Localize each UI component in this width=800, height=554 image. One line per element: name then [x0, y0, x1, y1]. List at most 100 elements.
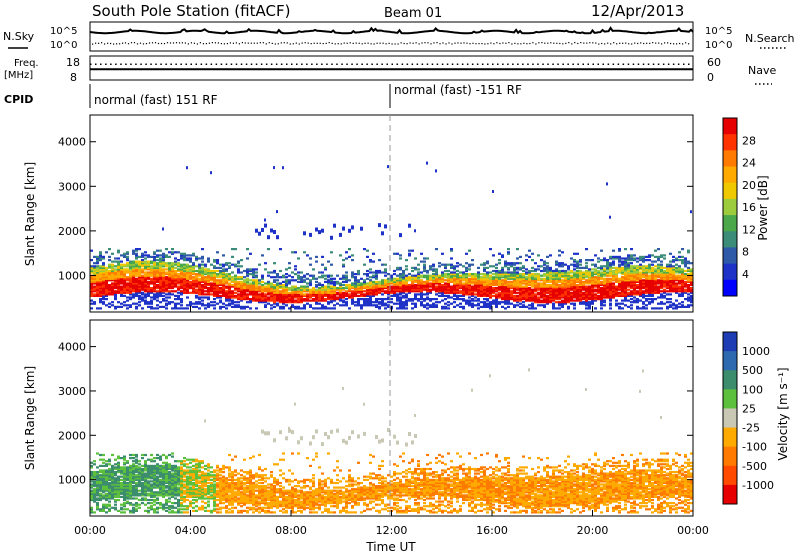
- heat-cell: [369, 288, 372, 291]
- heat-cell: [159, 266, 162, 269]
- heat-cell: [414, 287, 417, 290]
- heat-cell: [360, 285, 363, 288]
- heat-cell: [465, 268, 468, 271]
- heat-cell: [621, 283, 624, 287]
- nsearch-point: [658, 42, 660, 44]
- heat-cell: [240, 298, 243, 301]
- heat-cell: [678, 277, 681, 280]
- heat-cell: [432, 285, 435, 288]
- nave-point: [476, 63, 479, 65]
- heat-cell: [99, 274, 102, 277]
- heat-cell: [99, 478, 102, 481]
- heat-cell: [258, 263, 261, 266]
- heat-cell: [411, 283, 414, 287]
- heat-cell: [111, 475, 114, 478]
- heat-cell: [477, 293, 480, 296]
- heat-cell: [426, 274, 429, 277]
- heat-cell: [174, 285, 177, 288]
- heat-cell: [393, 273, 396, 276]
- heat-cell: [669, 293, 672, 296]
- heat-cell: [576, 298, 579, 301]
- heat-cell: [384, 285, 387, 288]
- heat-cell: [297, 271, 300, 274]
- heat-cell: [651, 287, 654, 290]
- nsearch-point: [358, 42, 360, 44]
- nave-point: [100, 63, 102, 65]
- power-ytick-label-0: 1000: [58, 269, 86, 282]
- heat-cell: [363, 290, 366, 293]
- heat-cell: [615, 273, 618, 276]
- heat-cell: [264, 305, 267, 308]
- heat-cell: [297, 301, 300, 304]
- heat-cell: [297, 276, 300, 279]
- heat-cell: [186, 276, 189, 279]
- heat-cell: [138, 248, 141, 251]
- heat-cell: [99, 293, 102, 296]
- heat-cell: [180, 307, 183, 310]
- heat-cell: [105, 498, 108, 502]
- station-title: South Pole Station (fitACF): [92, 2, 290, 20]
- heat-cell: [285, 282, 288, 285]
- heat-cell: [162, 280, 165, 283]
- nsearch-point: [319, 42, 321, 44]
- heat-cell: [375, 285, 378, 288]
- heat-cell: [408, 291, 411, 294]
- heat-cell: [204, 307, 207, 310]
- heat-cell: [342, 293, 345, 296]
- heat-cell: [369, 291, 372, 294]
- heat-cell: [648, 259, 651, 262]
- heat-cell: [489, 304, 492, 307]
- heat-cell: [489, 283, 492, 287]
- heat-cell: [441, 287, 444, 290]
- heat-cell: [252, 287, 255, 290]
- heat-cell: [540, 304, 543, 307]
- heat-cell: [690, 296, 693, 299]
- heat-cell: [321, 304, 324, 307]
- heat-cell: [528, 304, 531, 307]
- heat-cell: [399, 287, 402, 290]
- heat-cell: [501, 274, 504, 277]
- heat-cell: [588, 279, 591, 282]
- heat-cell: [135, 260, 138, 263]
- heat-cell: [450, 277, 453, 280]
- heat-cell: [120, 263, 123, 266]
- heat-cell: [363, 293, 366, 296]
- heat-cell: [300, 294, 303, 297]
- heat-cell: [105, 268, 108, 271]
- heat-cell: [600, 298, 603, 301]
- heat-cell: [495, 287, 498, 290]
- heat-cell: [672, 259, 675, 262]
- heat-cell: [162, 252, 165, 255]
- heat-cell: [588, 301, 591, 304]
- heat-cell: [186, 283, 189, 287]
- heat-cell: [120, 279, 123, 282]
- heat-cell: [645, 282, 648, 285]
- heat-cell: [303, 280, 306, 283]
- heat-cell: [546, 269, 549, 273]
- nsearch-point: [361, 43, 363, 45]
- heat-cell: [210, 283, 213, 287]
- heat-cell: [576, 296, 579, 299]
- heat-cell: [243, 287, 246, 290]
- heat-cell: [201, 248, 204, 251]
- heat-cell: [438, 285, 441, 288]
- heat-cell: [150, 269, 153, 273]
- heat-cell: [492, 280, 495, 283]
- heat-cell: [423, 293, 426, 296]
- heat-cell: [228, 277, 231, 280]
- heat-cell: [627, 262, 630, 265]
- heat-cell: [120, 294, 123, 297]
- heat-cell: [495, 290, 498, 293]
- heat-cell: [654, 282, 657, 285]
- heat-cell: [246, 296, 249, 299]
- heat-cell: [450, 271, 453, 274]
- heat-cell: [255, 294, 258, 297]
- heat-cell: [483, 285, 486, 288]
- nsearch-point: [301, 42, 303, 44]
- heat-cell: [603, 257, 606, 260]
- heat-cell: [468, 274, 471, 277]
- heat-cell: [690, 291, 693, 294]
- heat-cell: [120, 274, 123, 277]
- heat-cell: [225, 304, 228, 307]
- heat-cell: [444, 274, 447, 277]
